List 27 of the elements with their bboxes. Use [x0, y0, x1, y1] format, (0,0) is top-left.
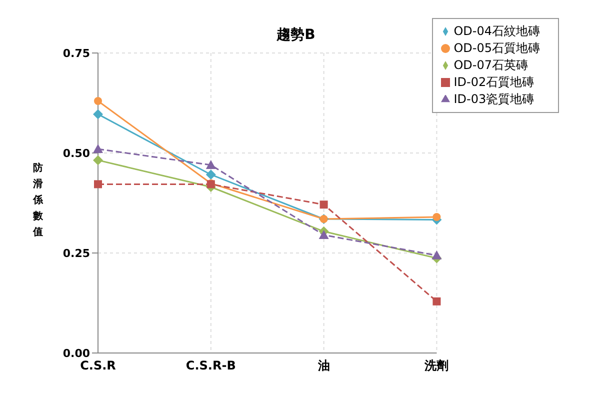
- point: [432, 213, 441, 221]
- y-tick-label: 0.25: [62, 246, 90, 260]
- x-tick-label: 洗劑: [424, 358, 449, 373]
- chart-title: 趨勢B: [276, 27, 316, 43]
- point: [94, 97, 102, 105]
- point: [93, 144, 103, 153]
- point: [432, 297, 441, 306]
- point: [206, 170, 216, 180]
- point: [318, 230, 329, 239]
- y-tick-label: 0.75: [62, 46, 90, 60]
- x-tick-label: 油: [316, 358, 330, 373]
- y-tick-label: 0.00: [62, 346, 90, 360]
- point: [206, 160, 216, 169]
- legend-label: OD-05石質地磚: [454, 41, 540, 55]
- y-axis-title: 防滑係數值: [32, 162, 44, 238]
- legend-label: OD-07石英磚: [454, 58, 528, 72]
- point: [432, 250, 442, 260]
- point: [93, 155, 103, 166]
- x-tick-label: C.S.R: [80, 358, 116, 373]
- y-tick-label: 0.50: [62, 146, 90, 160]
- x-tick-label: C.S.R-B: [186, 358, 236, 373]
- legend-label: ID-03瓷質地磚: [454, 92, 534, 106]
- point: [93, 109, 103, 120]
- legend-label: OD-04石紋地磚: [454, 24, 540, 38]
- legend-label: ID-02石質地磚: [454, 75, 534, 89]
- point: [94, 180, 102, 188]
- point: [320, 200, 328, 209]
